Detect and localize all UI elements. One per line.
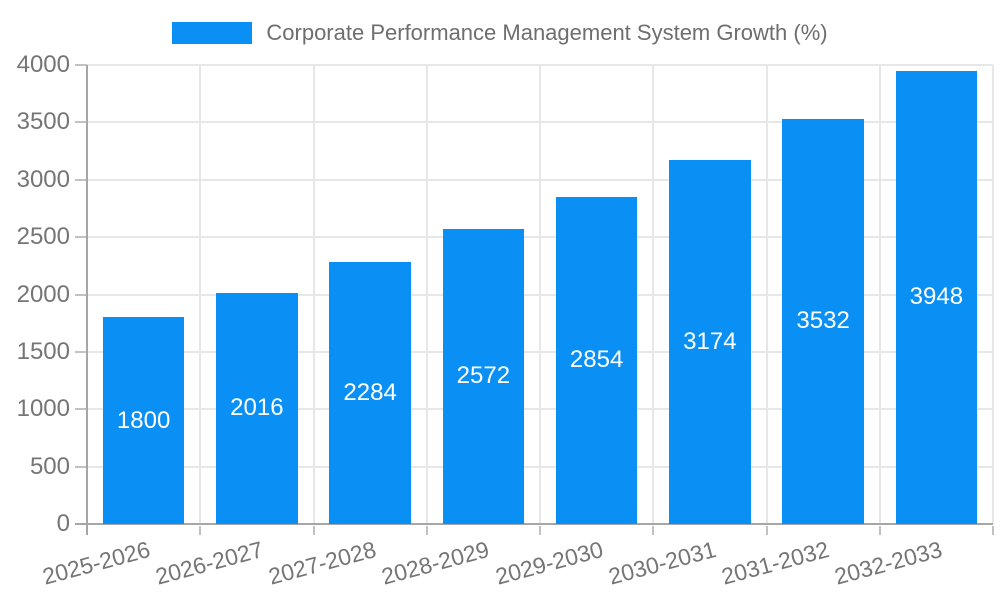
x-gridline	[199, 65, 202, 524]
x-tick-mark	[652, 526, 655, 535]
x-tick-mark	[765, 526, 768, 535]
x-gridline	[539, 65, 541, 524]
x-tick-mark	[992, 526, 994, 535]
x-gridline	[425, 65, 428, 524]
chart-legend: Corporate Performance Management System …	[0, 20, 1000, 46]
y-tick-mark	[75, 64, 87, 66]
x-tick-mark	[425, 526, 428, 535]
y-tick-label: 0	[56, 510, 70, 537]
y-tick-mark	[75, 293, 87, 296]
bar	[669, 159, 751, 524]
bar-value-label: 2284	[343, 378, 397, 406]
y-tick-mark	[75, 408, 87, 411]
x-tick-mark	[312, 526, 315, 535]
bar	[895, 70, 978, 524]
x-tick-mark	[539, 526, 541, 535]
bar	[329, 261, 411, 524]
y-tick-mark	[75, 236, 87, 239]
x-axis-label: 2031-2032	[718, 536, 832, 590]
y-tick-label: 2500	[16, 223, 70, 251]
y-tick-label: 2000	[16, 280, 70, 308]
x-tick-mark	[199, 526, 202, 535]
bar-value-label: 3532	[796, 307, 850, 335]
y-tick-mark	[75, 178, 87, 181]
y-tick-label: 1500	[16, 337, 70, 365]
bar	[102, 317, 185, 524]
x-axis-label: 2032-2033	[832, 536, 946, 590]
legend-swatch	[172, 22, 253, 44]
bar-value-label: 3174	[683, 327, 737, 355]
x-axis-label: 2028-2029	[379, 536, 493, 590]
bar-value-label: 2572	[456, 362, 511, 390]
bar-value-label: 2016	[230, 394, 284, 422]
x-axis-label: 2026-2027	[152, 536, 266, 590]
y-tick-label: 4000	[16, 51, 70, 78]
x-axis-label: 2029-2030	[492, 536, 606, 590]
y-tick-label: 3000	[16, 165, 70, 193]
y-tick-label: 1000	[16, 395, 70, 423]
y-tick-label: 3500	[16, 108, 70, 136]
x-gridline	[312, 65, 315, 524]
x-gridline	[878, 65, 881, 524]
y-tick-mark	[75, 350, 87, 353]
x-tick-mark	[878, 526, 881, 535]
y-axis-line	[86, 65, 88, 535]
x-gridline	[992, 65, 994, 524]
bar-value-label: 2854	[569, 346, 624, 374]
bar-value-label: 3948	[909, 283, 964, 311]
bar-value-label: 1800	[116, 406, 171, 434]
y-tick-label: 500	[29, 452, 70, 480]
x-gridline	[652, 65, 655, 524]
bar	[555, 196, 638, 524]
x-axis-label: 2027-2028	[265, 536, 379, 590]
bar	[442, 228, 525, 524]
y-tick-mark	[75, 121, 87, 124]
x-axis-label: 2030-2031	[605, 536, 719, 590]
bar	[216, 292, 298, 524]
x-axis-label: 2025-2026	[39, 536, 153, 590]
chart-title: Corporate Performance Management System …	[266, 20, 828, 45]
x-axis-line	[75, 523, 993, 525]
bar	[782, 118, 864, 524]
x-gridline	[765, 65, 768, 524]
y-tick-mark	[75, 465, 87, 468]
